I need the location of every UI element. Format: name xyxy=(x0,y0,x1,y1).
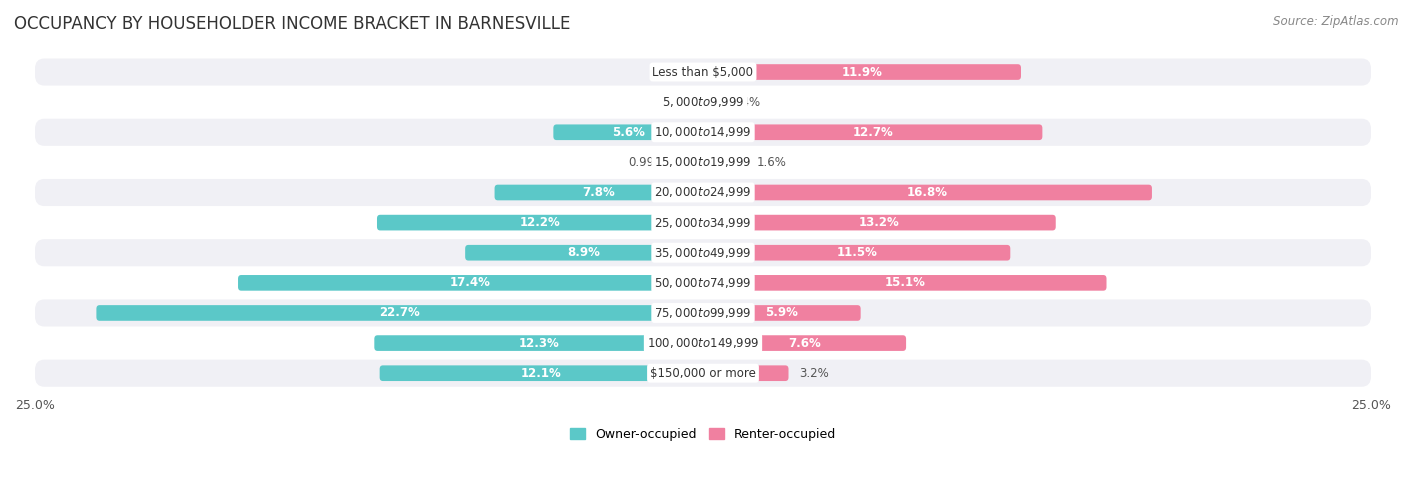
Text: 3.2%: 3.2% xyxy=(799,367,830,380)
FancyBboxPatch shape xyxy=(238,275,703,291)
Text: 12.3%: 12.3% xyxy=(519,337,560,350)
FancyBboxPatch shape xyxy=(35,330,1371,356)
FancyBboxPatch shape xyxy=(703,154,745,170)
FancyBboxPatch shape xyxy=(35,58,1371,86)
Text: $75,000 to $99,999: $75,000 to $99,999 xyxy=(654,306,752,320)
FancyBboxPatch shape xyxy=(703,64,1021,80)
FancyBboxPatch shape xyxy=(554,125,703,140)
Text: 12.2%: 12.2% xyxy=(520,216,561,229)
FancyBboxPatch shape xyxy=(35,179,1371,206)
Text: 0.34%: 0.34% xyxy=(723,95,759,109)
Text: $20,000 to $24,999: $20,000 to $24,999 xyxy=(654,186,752,200)
Text: 12.1%: 12.1% xyxy=(522,367,562,380)
Legend: Owner-occupied, Renter-occupied: Owner-occupied, Renter-occupied xyxy=(565,423,841,446)
FancyBboxPatch shape xyxy=(35,269,1371,297)
FancyBboxPatch shape xyxy=(35,119,1371,146)
Text: 11.5%: 11.5% xyxy=(837,246,877,259)
FancyBboxPatch shape xyxy=(703,215,1056,230)
Text: $5,000 to $9,999: $5,000 to $9,999 xyxy=(662,95,744,109)
Text: 13.2%: 13.2% xyxy=(859,216,900,229)
FancyBboxPatch shape xyxy=(35,300,1371,326)
Text: 22.7%: 22.7% xyxy=(380,306,420,319)
Text: Source: ZipAtlas.com: Source: ZipAtlas.com xyxy=(1274,15,1399,28)
Text: $15,000 to $19,999: $15,000 to $19,999 xyxy=(654,155,752,169)
Text: 0.99%: 0.99% xyxy=(628,156,666,169)
Text: 7.8%: 7.8% xyxy=(582,186,616,199)
Text: 16.8%: 16.8% xyxy=(907,186,948,199)
Text: $10,000 to $14,999: $10,000 to $14,999 xyxy=(654,125,752,139)
Text: $100,000 to $149,999: $100,000 to $149,999 xyxy=(647,336,759,350)
FancyBboxPatch shape xyxy=(703,335,905,351)
FancyBboxPatch shape xyxy=(676,154,703,170)
Text: 7.6%: 7.6% xyxy=(789,337,821,350)
FancyBboxPatch shape xyxy=(465,245,703,261)
Text: Less than $5,000: Less than $5,000 xyxy=(652,66,754,78)
Text: $50,000 to $74,999: $50,000 to $74,999 xyxy=(654,276,752,290)
FancyBboxPatch shape xyxy=(97,305,703,321)
FancyBboxPatch shape xyxy=(374,335,703,351)
FancyBboxPatch shape xyxy=(703,125,1042,140)
Text: $25,000 to $34,999: $25,000 to $34,999 xyxy=(654,216,752,229)
FancyBboxPatch shape xyxy=(703,185,1152,200)
FancyBboxPatch shape xyxy=(703,94,711,110)
FancyBboxPatch shape xyxy=(35,89,1371,116)
Text: 5.9%: 5.9% xyxy=(765,306,799,319)
Text: 1.6%: 1.6% xyxy=(756,156,786,169)
FancyBboxPatch shape xyxy=(703,245,1011,261)
FancyBboxPatch shape xyxy=(35,239,1371,266)
Text: OCCUPANCY BY HOUSEHOLDER INCOME BRACKET IN BARNESVILLE: OCCUPANCY BY HOUSEHOLDER INCOME BRACKET … xyxy=(14,15,571,33)
Text: 12.7%: 12.7% xyxy=(852,126,893,139)
Text: 8.9%: 8.9% xyxy=(568,246,600,259)
FancyBboxPatch shape xyxy=(703,365,789,381)
FancyBboxPatch shape xyxy=(377,215,703,230)
FancyBboxPatch shape xyxy=(35,149,1371,176)
Text: 0.0%: 0.0% xyxy=(662,66,692,78)
FancyBboxPatch shape xyxy=(703,275,1107,291)
Text: $150,000 or more: $150,000 or more xyxy=(650,367,756,380)
Text: 11.9%: 11.9% xyxy=(842,66,883,78)
Text: 15.1%: 15.1% xyxy=(884,276,925,289)
FancyBboxPatch shape xyxy=(35,359,1371,387)
Text: 0.0%: 0.0% xyxy=(662,95,692,109)
FancyBboxPatch shape xyxy=(35,209,1371,236)
Text: 17.4%: 17.4% xyxy=(450,276,491,289)
FancyBboxPatch shape xyxy=(380,365,703,381)
Text: $35,000 to $49,999: $35,000 to $49,999 xyxy=(654,246,752,260)
Text: 5.6%: 5.6% xyxy=(612,126,644,139)
FancyBboxPatch shape xyxy=(703,305,860,321)
FancyBboxPatch shape xyxy=(495,185,703,200)
